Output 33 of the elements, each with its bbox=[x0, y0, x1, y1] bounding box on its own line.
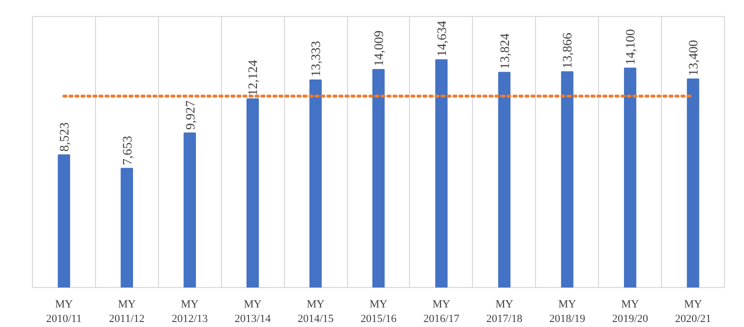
x-tick-label: MY 2017/18 bbox=[486, 298, 523, 325]
x-tick-label: MY 2015/16 bbox=[360, 298, 398, 325]
x-tick-label: MY 2018/19 bbox=[549, 298, 586, 325]
data-label: 12,124 bbox=[245, 59, 260, 96]
data-label: 14,634 bbox=[434, 20, 449, 57]
bar bbox=[624, 68, 636, 288]
data-label: 13,333 bbox=[308, 41, 324, 77]
bar bbox=[58, 154, 70, 288]
x-tick-label: MY 2011/12 bbox=[109, 298, 145, 325]
bar bbox=[184, 132, 196, 288]
bar bbox=[372, 68, 385, 288]
data-label: 14,100 bbox=[622, 29, 638, 65]
x-tick-label: MY 2016/17 bbox=[423, 298, 460, 325]
x-tick-label: MY 2012/13 bbox=[172, 298, 208, 325]
data-label: 13,866 bbox=[560, 32, 575, 68]
data-label: 13,400 bbox=[686, 40, 701, 76]
bar bbox=[309, 80, 322, 288]
data-label: 9,927 bbox=[182, 100, 198, 130]
bar bbox=[498, 72, 510, 288]
data-label: 13,824 bbox=[496, 32, 512, 70]
data-label: 14,009 bbox=[371, 30, 386, 66]
bar bbox=[561, 71, 574, 288]
bar bbox=[120, 168, 134, 288]
data-label: 8,523 bbox=[56, 122, 72, 152]
bar bbox=[686, 78, 700, 288]
x-tick-label: MY 2013/14 bbox=[234, 298, 272, 325]
x-tick-label: MY 2014/15 bbox=[298, 298, 334, 325]
x-tick-label: MY 2020/21 bbox=[675, 298, 712, 325]
data-label: 7,653 bbox=[119, 136, 134, 166]
x-tick-label: MY 2010/11 bbox=[46, 298, 82, 325]
bar bbox=[246, 98, 259, 288]
x-tick-label: MY 2019/20 bbox=[612, 298, 649, 325]
bar bbox=[435, 59, 448, 288]
